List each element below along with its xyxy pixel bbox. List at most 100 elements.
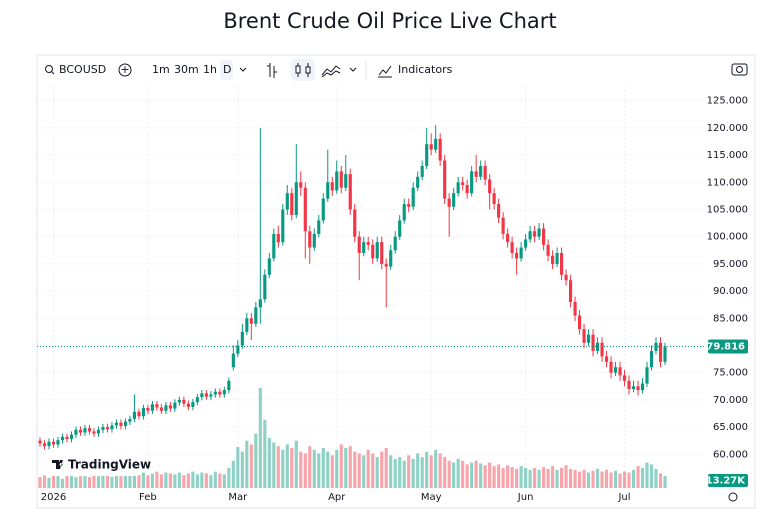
compare-plus: + <box>120 63 129 76</box>
volume-bar <box>276 446 280 488</box>
volume-bar <box>577 471 582 488</box>
volume-bar <box>429 455 433 488</box>
candle-body <box>452 193 456 207</box>
volume-bar <box>357 453 361 488</box>
candle-body <box>425 144 429 166</box>
snapshot-button[interactable] <box>731 63 748 76</box>
candle-body <box>528 231 532 240</box>
search-icon-handle <box>51 71 55 75</box>
symbol[interactable]: BCOUSD <box>59 63 106 76</box>
candle-body <box>227 380 231 391</box>
volume-bar <box>407 455 411 488</box>
candle-body <box>330 182 334 191</box>
candle-body <box>407 204 411 207</box>
y-tick-label: 70.000 <box>713 395 748 406</box>
candle-body <box>573 301 577 316</box>
volume-bar <box>218 473 222 488</box>
volume-bar <box>195 474 199 488</box>
volume-bar <box>348 446 352 488</box>
candle-body <box>254 307 258 324</box>
candle-body <box>627 380 631 389</box>
candle-body <box>474 171 478 177</box>
bars-icon[interactable] <box>267 63 277 78</box>
chart-frame <box>36 54 756 509</box>
volume-bar <box>132 471 136 488</box>
volume-bar <box>384 448 388 488</box>
candle-body <box>479 165 483 177</box>
volume-bar <box>96 476 101 488</box>
candle-body <box>231 353 235 368</box>
volume-bar <box>272 442 276 488</box>
candle-body <box>595 342 600 351</box>
dropdown-arrow[interactable] <box>349 67 357 72</box>
volume-bar <box>452 462 456 488</box>
candle-body <box>569 280 573 302</box>
indicators-button[interactable]: Indicators <box>398 63 453 76</box>
candle-body <box>645 367 649 384</box>
interval[interactable]: D <box>223 63 231 76</box>
volume-bar <box>398 457 402 488</box>
volume-bar <box>663 475 667 488</box>
candle-body <box>110 425 114 430</box>
candle-body <box>618 367 622 376</box>
volume-bar <box>312 449 316 488</box>
candle-body <box>402 204 406 221</box>
volume-bar <box>420 457 424 488</box>
volume-bar <box>595 468 600 488</box>
candle-body <box>353 209 357 237</box>
indicators-icon[interactable] <box>378 65 392 78</box>
candle-body <box>492 193 496 205</box>
toolbar: BCOUSD + 1m 30m 1h D Indicators <box>45 59 748 81</box>
candle-body <box>443 160 447 199</box>
candle-body <box>348 174 352 210</box>
candle-body <box>420 165 424 177</box>
volume-bar <box>362 455 366 488</box>
interval[interactable]: 1h <box>203 63 217 76</box>
volume-bar <box>321 448 325 488</box>
candle-body <box>510 242 514 254</box>
candle-body <box>150 404 154 411</box>
volume-bar <box>533 468 537 488</box>
candle-body <box>470 171 474 194</box>
candle-body <box>326 182 330 199</box>
area-icon[interactable] <box>321 65 341 78</box>
candle-body <box>335 171 339 191</box>
compare-button[interactable] <box>118 63 132 77</box>
candle-body <box>213 391 217 395</box>
volume-bar <box>456 458 460 488</box>
volume-bar <box>492 466 496 488</box>
candle-body <box>236 345 240 354</box>
volume-bar <box>60 478 65 488</box>
candle-body <box>38 440 42 444</box>
volume-bar <box>245 440 249 488</box>
settings-button[interactable] <box>728 492 738 502</box>
volume-bar <box>569 468 573 488</box>
volume-bar <box>474 460 478 488</box>
volume-bar <box>613 470 618 488</box>
dropdown-arrow[interactable] <box>239 67 247 72</box>
volume-bar <box>105 475 110 488</box>
candle-body <box>533 231 537 237</box>
candle-body <box>339 171 343 188</box>
candle-body <box>240 331 244 346</box>
volume-bar <box>393 458 397 488</box>
x-tick-label: Jul <box>617 492 630 503</box>
search-icon[interactable] <box>45 65 53 73</box>
candle-body <box>366 242 370 245</box>
volume-bar <box>519 466 523 488</box>
candles-selected-bg <box>291 59 315 81</box>
interval[interactable]: 30m <box>174 63 199 76</box>
watermark-bg <box>42 452 142 476</box>
volume-bar <box>627 472 631 488</box>
volume-bar <box>582 469 586 488</box>
candle-body <box>132 411 136 419</box>
candle-body <box>96 429 101 434</box>
candle-body <box>663 346 667 362</box>
snapshot-lens <box>736 66 743 73</box>
y-tick-label: 90.000 <box>713 286 748 297</box>
candle-body <box>222 390 226 395</box>
interval[interactable]: 1m <box>152 63 170 76</box>
volume-bar <box>123 475 128 488</box>
